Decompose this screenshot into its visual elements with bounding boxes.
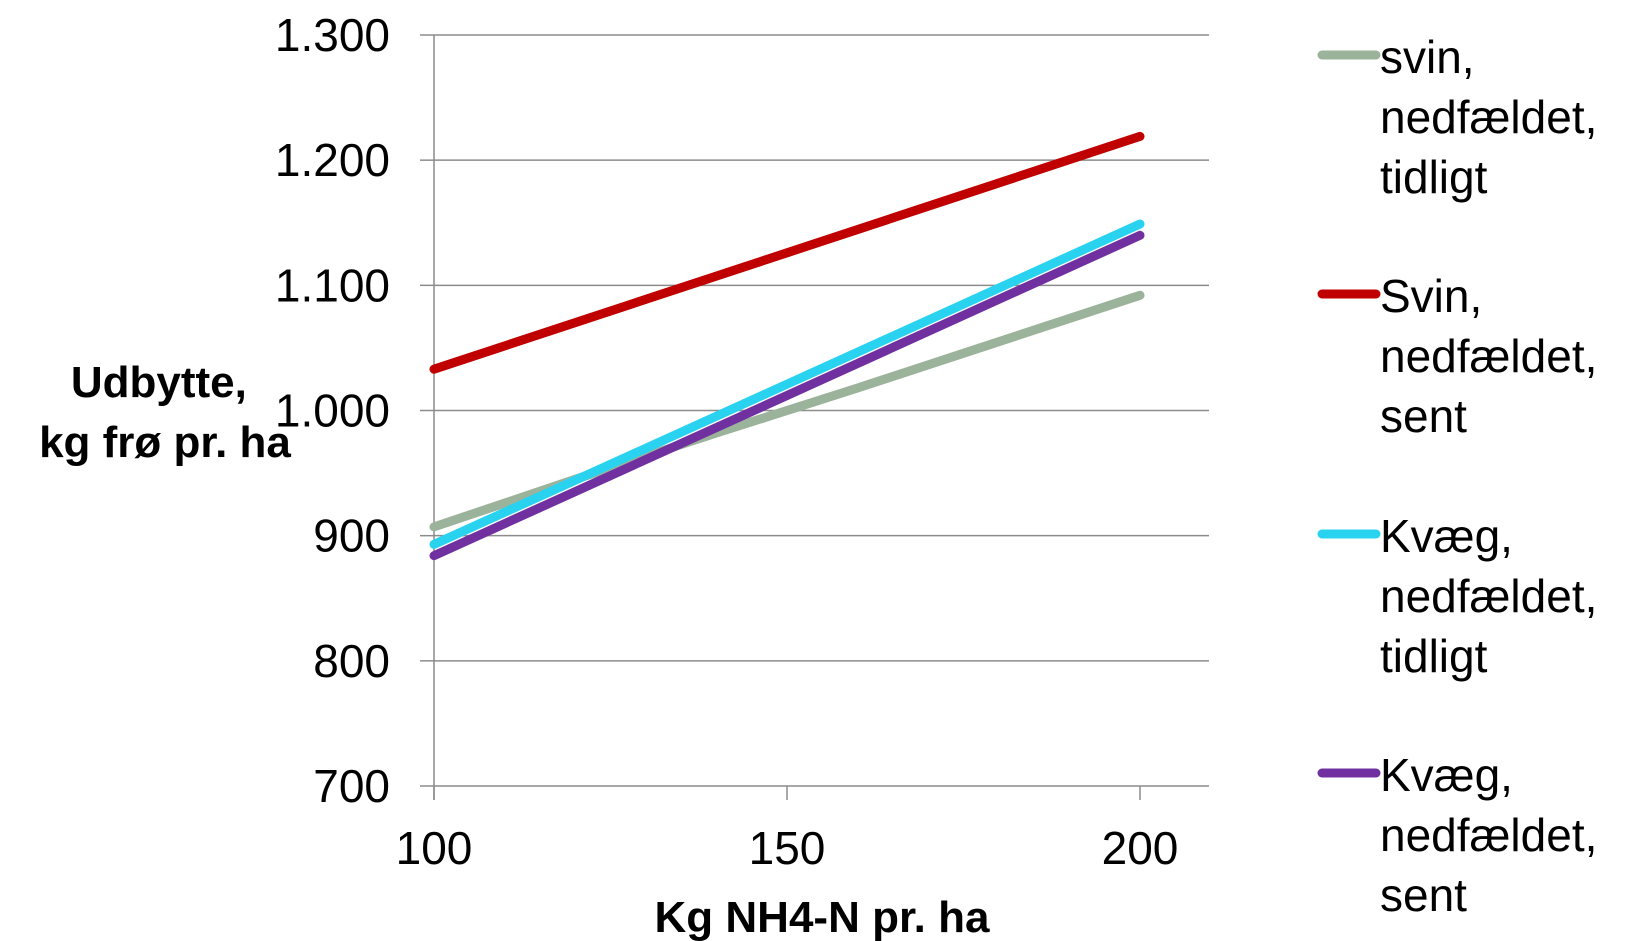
legend-label-line: sent xyxy=(1380,869,1467,921)
x-tick-label: 150 xyxy=(749,822,826,874)
x-axis-title: Kg NH4-N pr. ha xyxy=(655,893,990,941)
y-tick-label: 900 xyxy=(313,510,390,562)
legend-entry-3: Kvæg, nedfældet, tidligt xyxy=(1380,510,1597,682)
legend-label-line: nedfældet, xyxy=(1380,809,1597,861)
legend-entry-2: Svin, nedfældet, sent xyxy=(1380,270,1597,442)
series-line-4 xyxy=(429,230,1145,561)
gridlines xyxy=(434,34,1209,662)
x-tick-label: 100 xyxy=(396,822,473,874)
axes xyxy=(420,34,1209,800)
y-axis-title-line-2: kg frø pr. ha xyxy=(39,418,291,467)
legend-label-line: nedfældet, xyxy=(1380,91,1597,143)
y-tick-label: 1.200 xyxy=(275,134,390,186)
legend-label-line: svin, xyxy=(1380,31,1475,83)
y-tick-label: 1.100 xyxy=(275,259,390,311)
x-tick-labels: 100 150 200 xyxy=(396,822,1179,874)
legend-label-line: tidligt xyxy=(1380,151,1488,203)
y-tick-label: 1.300 xyxy=(275,9,390,61)
legend-label-line: sent xyxy=(1380,390,1467,442)
legend-label-line: Kvæg, xyxy=(1380,510,1513,562)
legend-label-line: nedfældet, xyxy=(1380,330,1597,382)
legend-label-line: nedfældet, xyxy=(1380,570,1597,622)
legend-entry-1: svin, nedfældet, tidligt xyxy=(1380,31,1597,203)
x-tick-label: 200 xyxy=(1102,822,1179,874)
legend: svin, nedfældet, tidligt Svin, nedfældet, sen… xyxy=(1317,31,1597,921)
y-axis-title-line-1: Udbytte, xyxy=(71,358,247,407)
y-axis-title: Udbytte, kg frø pr. ha xyxy=(39,358,291,467)
series-lines xyxy=(429,131,1145,561)
legend-label-line: tidligt xyxy=(1380,630,1488,682)
series-line-3 xyxy=(429,219,1145,549)
y-tick-labels: 700 800 900 1.000 1.100 1.200 1.300 xyxy=(275,9,390,812)
y-tick-label: 1.000 xyxy=(275,385,390,437)
y-tick-label: 800 xyxy=(313,635,390,687)
series-line-2 xyxy=(429,131,1145,374)
legend-label-line: Kvæg, xyxy=(1380,749,1513,801)
y-tick-label: 700 xyxy=(313,760,390,812)
legend-entry-4: Kvæg, nedfældet, sent xyxy=(1380,749,1597,921)
legend-label-line: Svin, xyxy=(1380,270,1482,322)
